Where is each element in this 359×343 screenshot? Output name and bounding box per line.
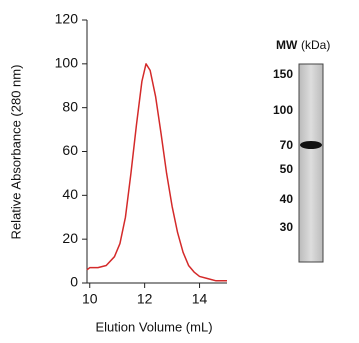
y-axis-label: Relative Absorbance (280 nm) (8, 65, 23, 240)
mw-marker: 50 (280, 162, 294, 176)
gel-lane (299, 64, 323, 262)
y-tick-label: 20 (62, 230, 78, 246)
gel-unit: (kDa) (301, 38, 330, 52)
y-tick-label: 120 (55, 11, 79, 27)
mw-marker: 30 (280, 220, 294, 234)
figure: Elution Volume (mL) Relative Absorbance … (0, 0, 359, 343)
mw-marker: 40 (280, 192, 294, 206)
x-tick-label: 14 (192, 291, 208, 307)
x-tick-label: 10 (82, 291, 98, 307)
y-tick-label: 100 (55, 55, 79, 71)
y-tick-label: 0 (70, 274, 78, 290)
mw-marker: 150 (273, 67, 293, 81)
gel-header: MW (276, 38, 298, 52)
y-tick-label: 60 (62, 142, 78, 158)
gel-band (300, 141, 322, 149)
y-tick-label: 80 (62, 98, 78, 114)
mw-marker: 70 (280, 138, 294, 152)
x-tick-label: 12 (137, 291, 153, 307)
x-axis-label: Elution Volume (mL) (95, 319, 212, 334)
y-tick-label: 40 (62, 186, 78, 202)
data-line (87, 64, 227, 281)
mw-marker: 100 (273, 103, 293, 117)
